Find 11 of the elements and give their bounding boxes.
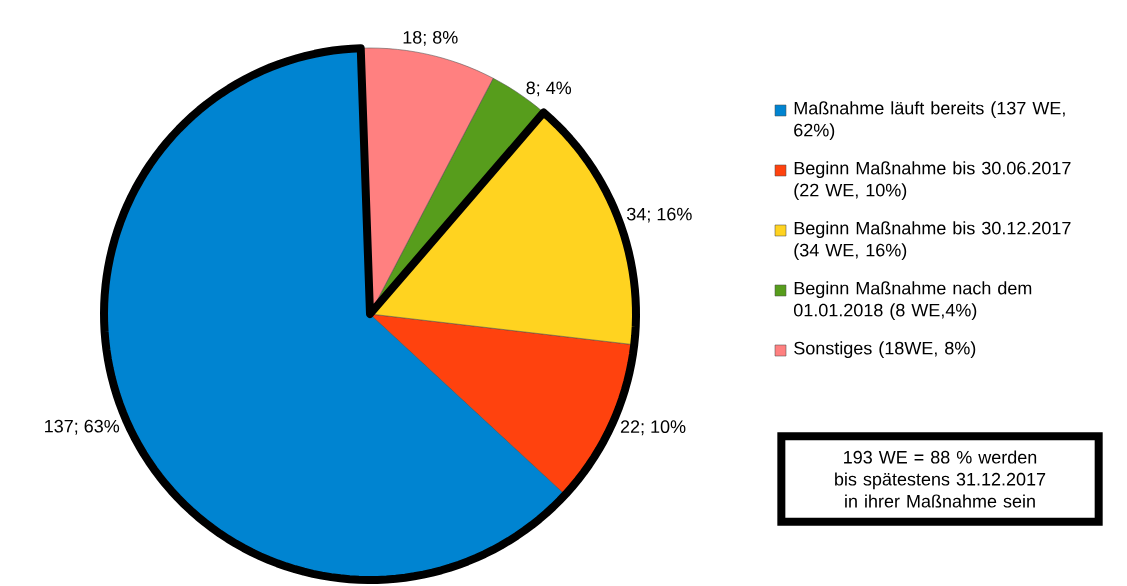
text: 193 WE = 88 % werden bis spätestens 31.12.2017 in ihrer Maßnahme sein (835, 450, 1046, 508)
data-label: 34; 16% (627, 207, 692, 223)
legend-label: Sonstiges (18WE, 8%) (794, 341, 976, 359)
data-label: 18; 8% (403, 30, 458, 46)
data-label: 8; 4% (526, 81, 572, 97)
legend-label: Beginn Maßnahme nach dem 01.01.2018 (8 WE,4%) (793, 281, 1032, 321)
legend-label: Maßnahme läuft bereits (137 WE, 62%) (794, 101, 1065, 141)
data-label: 137; 63% (45, 419, 120, 435)
legend-label: Beginn Maßnahme bis 30.12.2017 (34 WE, 16%) (794, 221, 1071, 261)
data-label: 22; 10% (620, 420, 686, 436)
legend-label: Beginn Maßnahme bis 30.06.2017 (22 WE, 10%) (794, 161, 1071, 201)
